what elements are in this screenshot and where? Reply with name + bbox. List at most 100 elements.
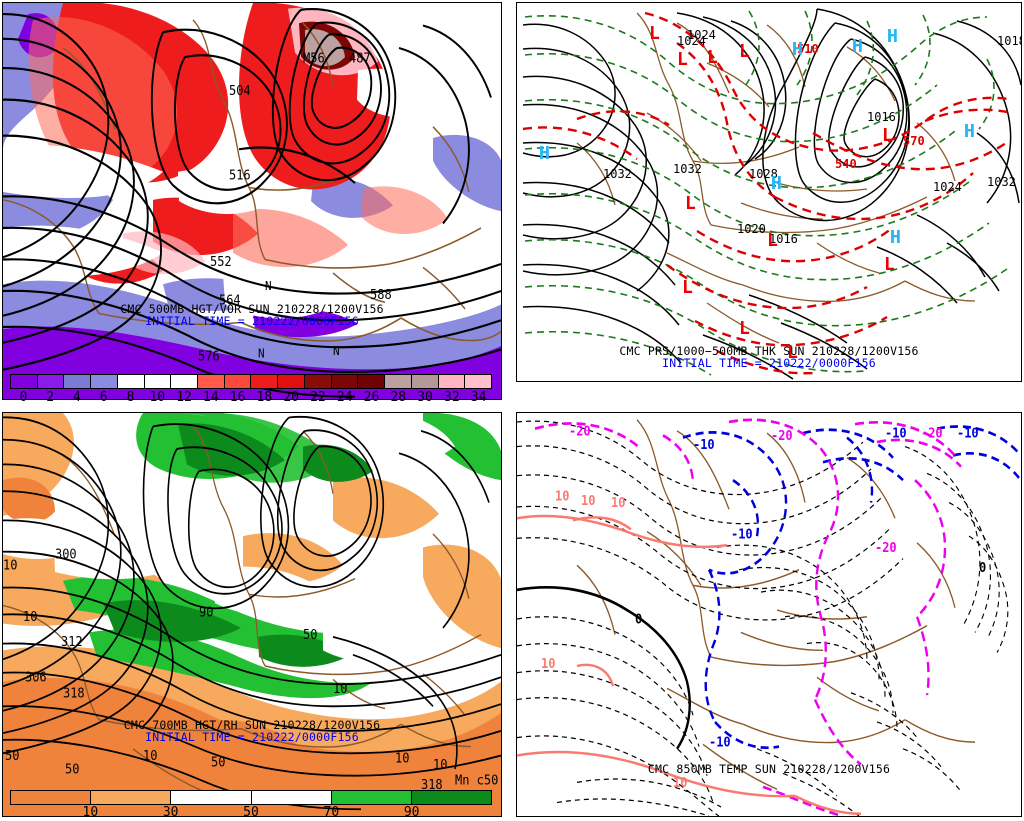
svg-text:-20: -20 — [569, 424, 591, 440]
colorbar-tick-label: 20 — [283, 390, 299, 405]
svg-text:10: 10 — [23, 610, 37, 626]
temp-map-svg: -20 -20 -20 -20 -10 -10 -10 -10 -10 10 1… — [517, 413, 1021, 816]
colorbar-tick-label: 6 — [99, 390, 108, 405]
colorbar-ticks-vorticity: 0 2 4 6 8 10 12 14 16 18 20 22 24 26 28 30 32 34 — [10, 390, 492, 406]
colorbar-swatch — [198, 375, 225, 388]
colorbar-swatch — [358, 375, 386, 388]
colorbar-swatch — [465, 375, 491, 388]
svg-text:-10: -10 — [731, 527, 753, 543]
colorbar-swatch — [91, 375, 118, 388]
map-surface-pressure-thickness: 510 540 570 1032 1032 1024 1024 1016 102… — [517, 3, 1021, 381]
svg-text:1016: 1016 — [867, 110, 896, 124]
colorbar-swatch — [278, 375, 305, 388]
svg-text:M56: M56 — [303, 51, 325, 67]
colorbar-tick-label: 0 — [19, 390, 28, 405]
colorbar-tick-label: 30 — [417, 390, 433, 405]
svg-text:-10: -10 — [709, 735, 731, 751]
svg-text:N: N — [333, 343, 340, 358]
svg-text:10: 10 — [555, 489, 569, 505]
svg-text:504: 504 — [229, 84, 251, 100]
svg-text:50: 50 — [65, 762, 79, 778]
svg-text:0: 0 — [635, 612, 642, 628]
colorbar-tick-label: 24 — [336, 390, 353, 405]
svg-text:1032: 1032 — [987, 175, 1016, 189]
colorbar-tick-label: 30 — [162, 805, 179, 820]
svg-text:-10: -10 — [885, 426, 907, 442]
svg-text:-20: -20 — [921, 426, 943, 442]
colorbar-swatch — [171, 375, 199, 388]
colorbar-swatch — [117, 375, 145, 388]
colorbar-tick-label: 90 — [403, 805, 420, 820]
svg-text:318: 318 — [63, 686, 85, 702]
panel-prs-1000-500-thk[interactable]: 510 540 570 1032 1032 1024 1024 1016 102… — [516, 2, 1022, 382]
svg-text:588: 588 — [370, 287, 392, 303]
map-500mb-vorticity: 504 516 M56 487 552 564 576 588 N N N — [3, 3, 501, 399]
svg-text:487: 487 — [349, 51, 371, 67]
svg-text:-10: -10 — [693, 437, 715, 453]
svg-text:50: 50 — [5, 748, 19, 764]
svg-text:576: 576 — [198, 349, 220, 365]
svg-text:10: 10 — [581, 493, 595, 509]
vorticity-map-svg: 504 516 M56 487 552 564 576 588 N N N — [3, 3, 501, 399]
svg-text:10: 10 — [611, 495, 625, 511]
panel-500mb-hgt-vor[interactable]: 504 516 M56 487 552 564 576 588 N N N — [2, 2, 502, 400]
svg-text:0: 0 — [979, 560, 986, 576]
svg-text:300: 300 — [55, 547, 77, 563]
svg-text:510: 510 — [797, 42, 819, 56]
colorbar-swatch — [411, 375, 439, 388]
panel-850mb-temp[interactable]: -20 -20 -20 -20 -10 -10 -10 -10 -10 10 1… — [516, 412, 1022, 817]
svg-text:N: N — [265, 278, 272, 293]
svg-text:1032: 1032 — [673, 162, 702, 176]
svg-text:50: 50 — [211, 755, 225, 771]
rh-map-svg: 300 306 312 318 10 10 10 10 50 50 50 50 … — [3, 413, 501, 816]
colorbar-tick-label: 32 — [444, 390, 460, 405]
svg-text:1032: 1032 — [603, 167, 632, 181]
svg-text:90: 90 — [199, 605, 213, 621]
colorbar-swatch — [11, 791, 92, 804]
svg-text:Mn c50: Mn c50 — [455, 773, 498, 789]
colorbar-tick-label: 26 — [363, 390, 380, 405]
colorbar-swatch — [385, 375, 412, 388]
svg-text:50: 50 — [303, 628, 317, 644]
colorbar-swatch — [144, 375, 172, 388]
colorbar-tick-label: 50 — [243, 805, 259, 820]
svg-text:1028: 1028 — [749, 167, 778, 181]
colorbar-tick-label: 12 — [176, 390, 192, 405]
panel-700mb-hgt-rh[interactable]: 300 306 312 318 10 10 10 10 50 50 50 50 … — [2, 412, 502, 817]
colorbar-tick-label: 22 — [310, 390, 326, 405]
colorbar-relative-humidity[interactable] — [10, 790, 492, 805]
svg-text:552: 552 — [210, 255, 232, 271]
colorbar-swatch — [411, 791, 492, 804]
colorbar-swatch — [438, 375, 466, 388]
svg-text:1020: 1020 — [737, 222, 766, 236]
svg-text:10: 10 — [541, 657, 555, 673]
colorbar-tick-label: 28 — [390, 390, 407, 405]
colorbar-swatch — [37, 375, 65, 388]
colorbar-vorticity[interactable] — [10, 374, 492, 389]
colorbar-swatch — [171, 791, 252, 804]
svg-text:10: 10 — [333, 681, 347, 697]
colorbar-tick-label: 10 — [82, 805, 99, 820]
colorbar-tick-label: 70 — [323, 805, 340, 820]
colorbar-swatch — [251, 791, 332, 804]
map-700mb-rh: 300 306 312 318 10 10 10 10 50 50 50 50 … — [3, 413, 501, 816]
svg-text:1016: 1016 — [769, 232, 798, 246]
colorbar-swatch — [224, 375, 252, 388]
colorbar-swatch — [304, 375, 332, 388]
svg-text:564: 564 — [219, 293, 241, 309]
colorbar-tick-label: 10 — [149, 390, 166, 405]
svg-text:-10: -10 — [957, 426, 979, 442]
colorbar-swatch — [11, 375, 38, 388]
svg-text:312: 312 — [61, 634, 83, 650]
svg-text:10: 10 — [143, 748, 157, 764]
svg-text:318: 318 — [421, 778, 443, 794]
svg-text:1024: 1024 — [933, 180, 962, 194]
svg-text:10: 10 — [3, 558, 17, 574]
svg-text:10: 10 — [395, 751, 409, 767]
colorbar-tick-label: 14 — [203, 390, 219, 405]
svg-text:1024: 1024 — [677, 34, 706, 48]
colorbar-swatch — [331, 375, 359, 388]
colorbar-swatch — [251, 375, 279, 388]
svg-text:570: 570 — [903, 134, 925, 148]
